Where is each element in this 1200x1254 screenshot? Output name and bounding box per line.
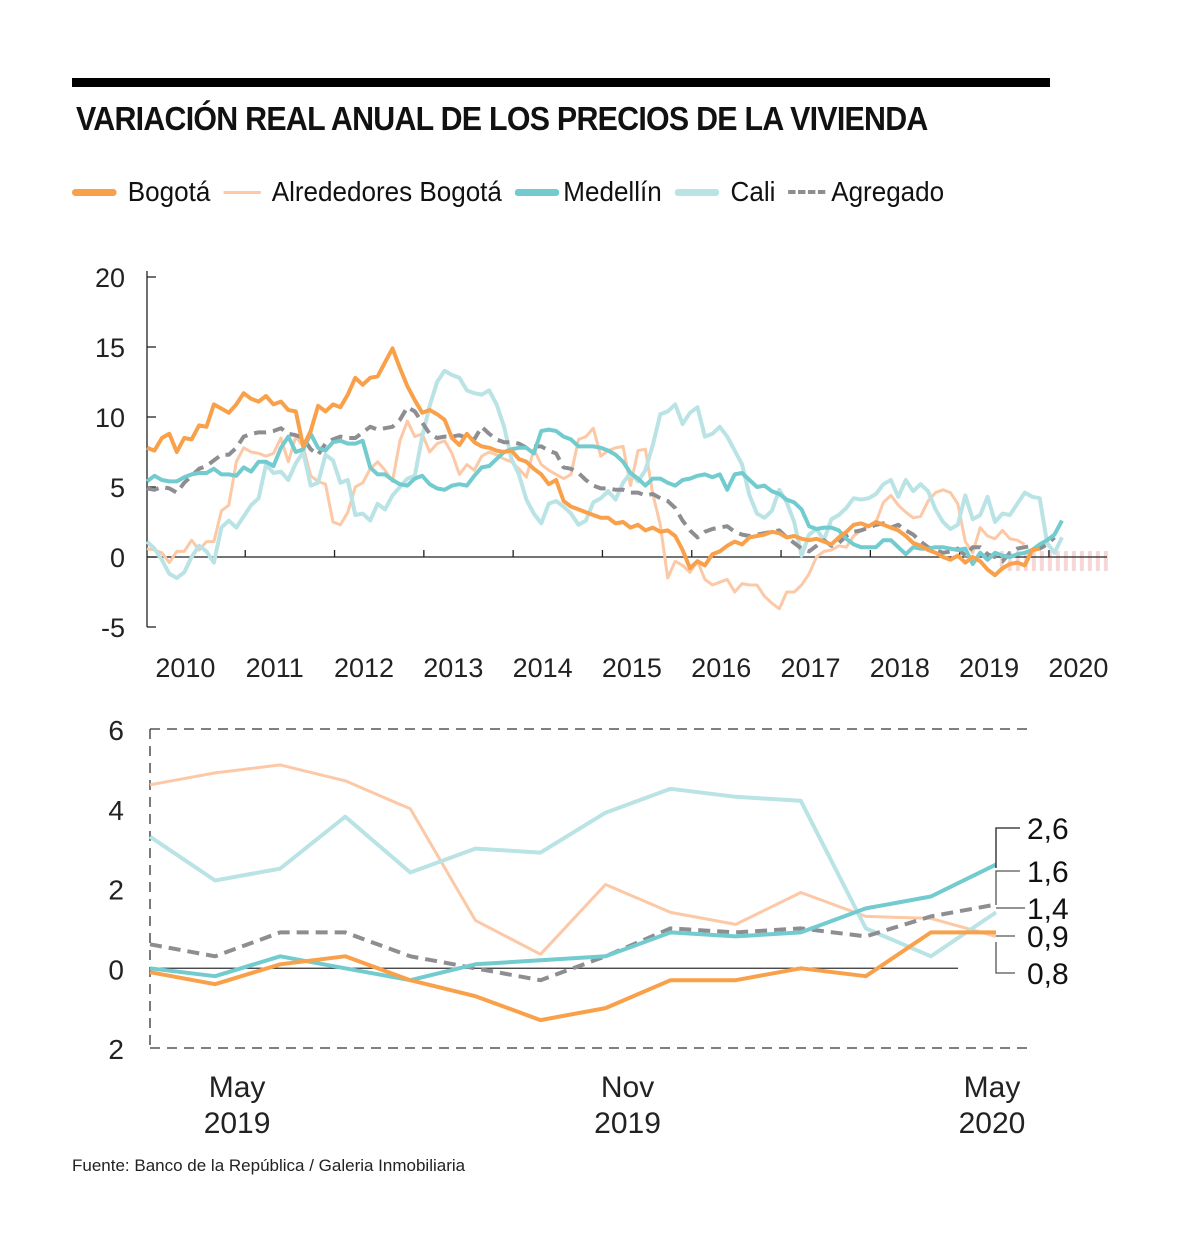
- x-tick-label: 2010: [155, 653, 215, 683]
- x-tick-label: 2017: [780, 653, 840, 683]
- shaded-stripe: [999, 551, 1004, 571]
- y-tick-label: 2: [108, 1034, 124, 1065]
- shaded-stripe: [1103, 551, 1108, 571]
- legend-swatch-cali: [674, 188, 720, 196]
- source-note: Fuente: Banco de la República / Galeria …: [72, 1156, 466, 1175]
- x-tick-label: 2018: [870, 653, 930, 683]
- x-tick-label: May: [209, 1071, 266, 1104]
- x-tick-label: 2013: [423, 653, 483, 683]
- x-tick-label: Nov: [601, 1071, 654, 1104]
- series-line-cali: [148, 786, 998, 959]
- x-tick-label: 2016: [691, 653, 751, 683]
- end-value-label: 0,8: [1027, 958, 1069, 991]
- legend-label: Agregado: [831, 176, 945, 207]
- series-line-medellin: [145, 427, 1064, 566]
- shaded-stripe: [1095, 551, 1100, 571]
- x-tick-label: 2019: [594, 1107, 661, 1140]
- x-tick-label: 2014: [513, 653, 573, 683]
- legend-swatch-alrededores: [223, 190, 261, 194]
- bracket-line: [995, 827, 1020, 868]
- x-tick-label: 2015: [602, 653, 662, 683]
- x-tick-label: 2011: [246, 653, 304, 683]
- x-tick-label: 2019: [204, 1107, 271, 1140]
- legend-swatch-bogota: [72, 188, 117, 196]
- y-tick-label: 20: [95, 263, 125, 293]
- end-value-label: 1,6: [1027, 856, 1069, 889]
- shaded-stripe: [1079, 551, 1084, 571]
- series-line-agregado: [146, 405, 1056, 564]
- x-tick-label: 2012: [334, 653, 394, 683]
- shaded-stripe: [1063, 551, 1068, 571]
- legend-item-cali: Cali: [674, 176, 776, 208]
- title-rule: [72, 78, 1050, 87]
- shaded-stripe: [1087, 551, 1092, 571]
- legend-item-agregado: Agregado: [788, 176, 944, 208]
- end-value-label: 1,4: [1027, 893, 1069, 926]
- legend: Bogotá Alrededores Bogotá Medellín Cali …: [72, 172, 957, 212]
- y-tick-label: 4: [108, 795, 124, 826]
- x-tick-label: 2019: [959, 653, 1019, 683]
- y-tick-label: 0: [108, 954, 124, 985]
- y-tick-label: 10: [95, 403, 125, 433]
- y-tick-label: -5: [101, 613, 125, 643]
- y-tick-label: 15: [95, 333, 125, 363]
- shaded-stripe: [1047, 551, 1052, 571]
- bottom-chart: 64202May2019Nov2019May20202,61,61,40,90,…: [108, 715, 1068, 1140]
- end-value-label: 0,9: [1027, 921, 1069, 954]
- legend-item-alrededores: Alrededores Bogotá: [223, 176, 502, 208]
- y-tick-label: 0: [110, 543, 125, 573]
- series-line-alrededores-bogota: [149, 763, 997, 956]
- legend-swatch-agregado: [788, 190, 826, 194]
- chart-title: VARIACIÓN REAL ANUAL DE LOS PRECIOS DE L…: [76, 100, 928, 137]
- shaded-stripe: [1039, 551, 1044, 571]
- legend-label: Cali: [730, 176, 776, 207]
- shaded-stripe: [1031, 551, 1036, 571]
- shaded-stripe: [1071, 551, 1076, 571]
- legend-swatch-medellin: [514, 188, 560, 196]
- end-value-label: 2,6: [1027, 813, 1069, 846]
- y-tick-label: 2: [108, 875, 124, 906]
- x-tick-label: May: [964, 1071, 1021, 1104]
- series-line-cali: [145, 368, 1064, 580]
- y-tick-label: 5: [110, 473, 125, 503]
- shaded-stripe: [1007, 551, 1012, 571]
- legend-label: Alrededores Bogotá: [271, 176, 502, 207]
- series-line-bogota: [149, 930, 996, 1023]
- shaded-stripe: [1055, 551, 1060, 571]
- x-tick-label: 2020: [959, 1107, 1026, 1140]
- series-line-bogota: [146, 346, 1041, 578]
- legend-label: Medellín: [563, 176, 662, 207]
- series-line-agregado: [149, 902, 997, 983]
- bracket-line: [995, 942, 1015, 974]
- legend-item-bogota: Bogotá: [72, 176, 210, 208]
- bracket-line: [995, 870, 1020, 905]
- series-line-medellin: [149, 862, 997, 983]
- legend-item-medellin: Medellín: [514, 176, 662, 208]
- legend-label: Bogotá: [127, 176, 211, 207]
- x-tick-label: 2020: [1048, 653, 1108, 683]
- y-tick-label: 6: [108, 715, 124, 746]
